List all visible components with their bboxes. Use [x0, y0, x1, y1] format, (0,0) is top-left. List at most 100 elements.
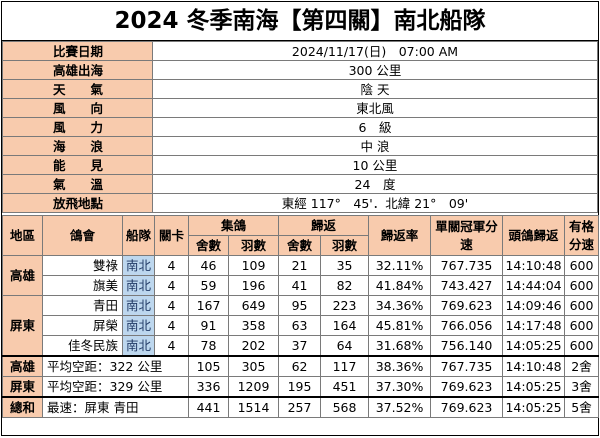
- summary-row: 總和 最速：屏東 青田 441 1514 257 568 37.52% 769.…: [2, 396, 600, 418]
- region-cell: 高雄: [2, 255, 43, 296]
- ji-count-cell: 59: [188, 275, 229, 296]
- info-value: 2024/11/17(日) 07:00 AM: [152, 41, 598, 61]
- speed-cell: 769.623: [430, 396, 504, 418]
- gui-count-cell: 21: [278, 255, 322, 276]
- valid-cell: 600: [564, 255, 600, 276]
- header-ji: 集鴿: [187, 215, 280, 236]
- info-row: 高雄出海 300 公里: [2, 60, 598, 80]
- region-cell: 屏東: [2, 295, 43, 357]
- info-label: 氣 溫: [2, 174, 153, 194]
- table-row: 屏東 青田 南北 4 167 649 95 223 34.36% 769.623…: [2, 295, 600, 357]
- time-cell: 14:17:48: [502, 315, 566, 336]
- info-value: 中 浪: [152, 136, 598, 156]
- ji-birds-cell: 305: [227, 355, 280, 377]
- info-value: 300 公里: [152, 60, 598, 80]
- stage-cell: 4: [154, 335, 189, 357]
- gui-count-cell: 37: [278, 335, 322, 357]
- ji-birds-cell: 1514: [227, 396, 280, 418]
- info-value: 10 公里: [152, 155, 598, 175]
- rate-cell: 37.30%: [368, 376, 432, 398]
- summary-region: 總和: [2, 396, 43, 418]
- valid-cell: 600: [564, 295, 600, 316]
- table-row: 高雄 雙祿 南北 4 46 109 21 35 32.11% 767.735 1…: [2, 255, 600, 296]
- team-cell: 南北: [122, 315, 155, 336]
- header-gui: 歸返: [278, 215, 370, 236]
- info-row: 能 見 10 公里: [2, 155, 598, 175]
- info-label: 海 浪: [2, 136, 153, 156]
- gui-birds-cell: 35: [320, 255, 370, 276]
- info-label: 風 向: [2, 98, 153, 118]
- time-cell: 14:10:48: [502, 255, 566, 276]
- info-value: 東北風: [152, 98, 598, 118]
- gui-birds-cell: 223: [320, 295, 370, 316]
- summary-region: 高雄: [2, 355, 43, 377]
- info-label: 風 力: [2, 117, 153, 137]
- gui-count-cell: 63: [278, 315, 322, 336]
- ji-count-cell: 167: [188, 295, 229, 316]
- rate-cell: 38.36%: [368, 355, 432, 377]
- stage-cell: 4: [154, 275, 189, 296]
- gui-count-cell: 257: [278, 396, 322, 418]
- time-cell: 14:05:25: [502, 335, 566, 357]
- info-row: 天 氣陰 天: [2, 79, 598, 99]
- club-cell: 雙祿: [42, 255, 123, 276]
- gui-birds-cell: 64: [320, 335, 370, 357]
- ji-count-cell: 46: [188, 255, 229, 276]
- header-ji-count: 舍數: [188, 235, 229, 256]
- info-value: 陰 天: [152, 79, 598, 99]
- valid-cell: 2舍: [564, 355, 600, 377]
- rate-cell: 31.68%: [368, 335, 432, 357]
- time-cell: 14:05:25: [502, 376, 566, 398]
- rate-cell: 32.11%: [368, 255, 432, 276]
- ji-birds-cell: 649: [227, 295, 280, 316]
- header-stage: 關卡: [154, 215, 189, 256]
- ji-birds-cell: 1209: [227, 376, 280, 398]
- valid-cell: 600: [564, 315, 600, 336]
- summary-region: 屏東: [2, 376, 43, 398]
- summary-row: 高雄 平均空距：322 公里 105 305 62 117 38.36% 767…: [2, 355, 600, 377]
- club-cell: 屏榮: [42, 315, 123, 336]
- results-table: 地區 鴿會 船隊 關卡 集鴿 歸返 歸返率 單關冠軍分速 頭鴿歸返 有格分速 舍…: [2, 215, 600, 418]
- info-label: 高雄出海: [2, 60, 153, 80]
- gui-birds-cell: 117: [320, 355, 370, 377]
- ji-count-cell: 91: [188, 315, 229, 336]
- ji-count-cell: 78: [188, 335, 229, 357]
- info-row: 比賽日期 2024/11/17(日) 07:00 AM: [2, 41, 598, 61]
- time-cell: 14:09:46: [502, 295, 566, 316]
- rate-cell: 41.84%: [368, 275, 432, 296]
- time-cell: 14:05:25: [502, 396, 566, 418]
- rate-cell: 34.36%: [368, 295, 432, 316]
- summary-desc: 平均空距：322 公里: [42, 355, 189, 377]
- summary-row: 屏東 平均空距：329 公里 336 1209 195 451 37.30% 7…: [2, 376, 600, 398]
- club-cell: 佳冬民族: [42, 335, 123, 357]
- header-rate: 歸返率: [368, 215, 432, 256]
- header-valid-speed: 有格分速: [564, 215, 600, 256]
- ji-count-cell: 105: [188, 355, 229, 377]
- header-subrow: 舍數 羽數 舍數 羽數: [3, 235, 599, 256]
- valid-cell: 5舍: [564, 396, 600, 418]
- info-label: 比賽日期: [2, 41, 153, 61]
- speed-cell: 743.427: [430, 275, 504, 296]
- header-first-bird: 頭鴿歸返: [502, 215, 566, 256]
- header-region: 地區: [2, 215, 43, 256]
- stage-cell: 4: [154, 315, 189, 336]
- info-value: 東經 117° 45'．北緯 21° 09': [152, 193, 598, 213]
- gui-count-cell: 195: [278, 376, 322, 398]
- info-row: 放飛地點 東經 117° 45'．北緯 21° 09': [2, 193, 598, 213]
- header-gui-birds: 羽數: [320, 235, 370, 256]
- ji-count-cell: 441: [188, 396, 229, 418]
- header-club: 鴿會: [42, 215, 123, 256]
- header-team: 船隊: [122, 215, 155, 256]
- info-row: 氣 溫 24 度: [2, 174, 598, 194]
- header-champ-speed: 單關冠軍分速: [430, 215, 504, 256]
- table-row: 旗美 南北 4 59 196 41 82 41.84% 743.427 14:4…: [3, 275, 600, 296]
- info-row: 海 浪中 浪: [2, 136, 598, 156]
- team-cell: 南北: [122, 295, 155, 316]
- club-cell: 旗美: [42, 275, 123, 296]
- info-value: 24 度: [152, 174, 598, 194]
- speed-cell: 769.623: [430, 376, 504, 398]
- speed-cell: 767.735: [430, 255, 504, 276]
- info-label: 放飛地點: [2, 193, 153, 213]
- gui-count-cell: 95: [278, 295, 322, 316]
- speed-cell: 766.056: [430, 315, 504, 336]
